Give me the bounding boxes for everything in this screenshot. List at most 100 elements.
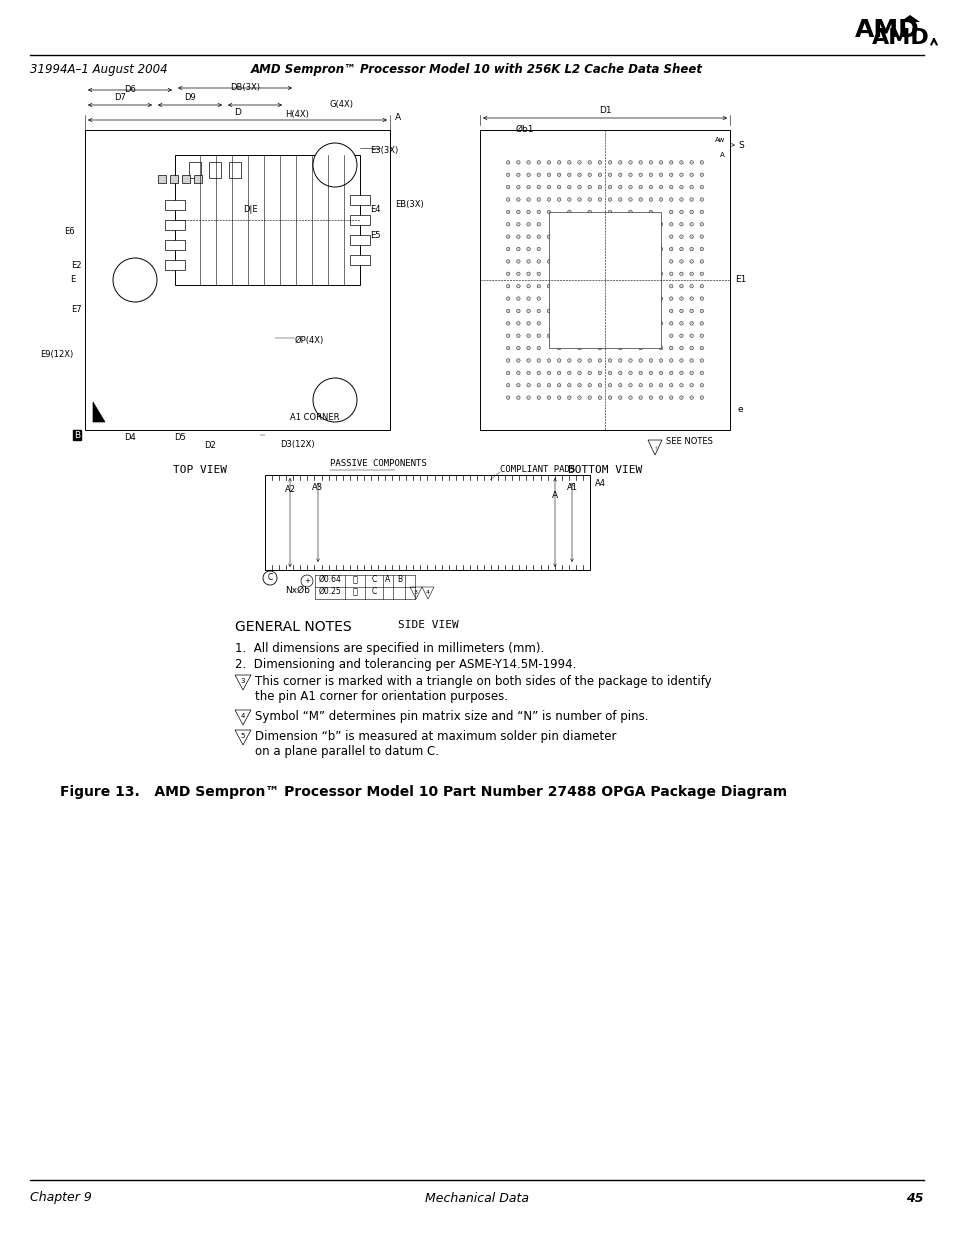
Circle shape — [659, 396, 662, 399]
Circle shape — [506, 333, 510, 337]
Bar — [350, 254, 370, 266]
Circle shape — [689, 309, 693, 312]
Circle shape — [517, 358, 519, 362]
Circle shape — [608, 309, 611, 312]
Circle shape — [669, 333, 672, 337]
Circle shape — [578, 272, 580, 275]
Circle shape — [587, 259, 591, 263]
Bar — [229, 162, 241, 178]
Circle shape — [517, 272, 519, 275]
Polygon shape — [647, 440, 661, 454]
Circle shape — [639, 370, 641, 374]
Circle shape — [506, 296, 510, 300]
Circle shape — [689, 358, 693, 362]
Circle shape — [526, 259, 530, 263]
Circle shape — [537, 222, 540, 226]
Circle shape — [567, 309, 571, 312]
Circle shape — [598, 198, 601, 201]
Text: the pin A1 corner for orientation purposes.: the pin A1 corner for orientation purpos… — [254, 690, 507, 703]
Circle shape — [537, 321, 540, 325]
Circle shape — [587, 309, 591, 312]
Text: A: A — [720, 152, 724, 158]
Circle shape — [506, 185, 510, 189]
Circle shape — [669, 384, 672, 387]
Circle shape — [628, 235, 632, 238]
Circle shape — [557, 161, 560, 164]
Circle shape — [598, 161, 601, 164]
Circle shape — [526, 296, 530, 300]
Circle shape — [659, 296, 662, 300]
Text: A3: A3 — [313, 483, 323, 492]
Text: 31994A–1 August 2004: 31994A–1 August 2004 — [30, 63, 168, 77]
Text: NxØb: NxØb — [285, 585, 310, 594]
Polygon shape — [92, 403, 105, 422]
Circle shape — [506, 396, 510, 399]
Text: E5: E5 — [370, 231, 380, 240]
Circle shape — [547, 235, 550, 238]
Text: 2.  Dimensioning and tolerancing per ASME-Y14.5M-1994.: 2. Dimensioning and tolerancing per ASME… — [234, 658, 576, 671]
Circle shape — [537, 272, 540, 275]
Text: C: C — [371, 576, 376, 584]
Text: COMPLIANT PADS: COMPLIANT PADS — [499, 466, 575, 474]
Circle shape — [608, 370, 611, 374]
Circle shape — [517, 198, 519, 201]
Circle shape — [598, 185, 601, 189]
Circle shape — [608, 259, 611, 263]
Circle shape — [537, 284, 540, 288]
Circle shape — [506, 235, 510, 238]
Circle shape — [628, 284, 632, 288]
Circle shape — [526, 210, 530, 214]
Circle shape — [547, 173, 550, 177]
Circle shape — [639, 346, 641, 350]
Circle shape — [659, 384, 662, 387]
Circle shape — [689, 284, 693, 288]
Circle shape — [587, 173, 591, 177]
Circle shape — [659, 272, 662, 275]
Circle shape — [567, 259, 571, 263]
Circle shape — [700, 235, 702, 238]
Text: DB(3X): DB(3X) — [230, 83, 260, 91]
Circle shape — [700, 333, 702, 337]
Bar — [479, 130, 729, 430]
Circle shape — [526, 309, 530, 312]
Circle shape — [557, 321, 560, 325]
Circle shape — [669, 222, 672, 226]
Circle shape — [567, 358, 571, 362]
Circle shape — [618, 161, 621, 164]
Circle shape — [689, 259, 693, 263]
Circle shape — [547, 161, 550, 164]
Circle shape — [517, 222, 519, 226]
Circle shape — [578, 346, 580, 350]
Circle shape — [689, 370, 693, 374]
Circle shape — [618, 247, 621, 251]
Circle shape — [587, 235, 591, 238]
Circle shape — [639, 321, 641, 325]
Circle shape — [669, 198, 672, 201]
Circle shape — [669, 309, 672, 312]
Text: PASSIVE COMPONENTS: PASSIVE COMPONENTS — [330, 458, 426, 468]
Bar — [182, 175, 190, 183]
Circle shape — [578, 198, 580, 201]
Circle shape — [669, 321, 672, 325]
Circle shape — [557, 185, 560, 189]
Circle shape — [618, 358, 621, 362]
Text: A4: A4 — [595, 478, 605, 488]
Circle shape — [648, 259, 652, 263]
Polygon shape — [899, 15, 919, 22]
Bar — [193, 175, 202, 183]
Circle shape — [526, 222, 530, 226]
Circle shape — [506, 222, 510, 226]
Circle shape — [648, 370, 652, 374]
Circle shape — [648, 358, 652, 362]
Circle shape — [648, 396, 652, 399]
Circle shape — [557, 173, 560, 177]
Circle shape — [639, 358, 641, 362]
Circle shape — [598, 384, 601, 387]
Text: C: C — [267, 573, 273, 583]
Circle shape — [578, 173, 580, 177]
Circle shape — [659, 185, 662, 189]
Polygon shape — [234, 676, 251, 690]
Circle shape — [689, 173, 693, 177]
Circle shape — [313, 378, 356, 422]
Circle shape — [537, 370, 540, 374]
